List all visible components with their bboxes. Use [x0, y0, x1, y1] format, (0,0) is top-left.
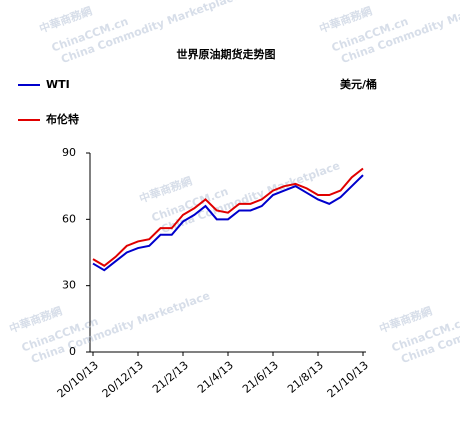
y-tick-label: 30: [62, 279, 76, 292]
series-line: [92, 174, 364, 272]
unit-label: 美元/桶: [340, 77, 377, 91]
legend-label: WTI: [46, 78, 70, 91]
y-tick-label: 90: [62, 146, 76, 159]
x-tick-label: 20/12/13: [100, 359, 146, 401]
chart-title: 世界原油期货走势图: [177, 47, 276, 61]
x-tick-label: 21/4/13: [195, 359, 236, 396]
series-line: [92, 167, 364, 267]
x-tick-label: 21/10/13: [325, 359, 371, 401]
x-tick-label: 21/6/13: [240, 359, 281, 396]
x-tick-label: 20/10/13: [55, 359, 101, 401]
x-tick-label: 21/2/13: [150, 359, 191, 396]
legend-label: 布伦特: [46, 112, 79, 126]
y-tick-label: 0: [69, 345, 76, 358]
watermark-slogan: China Commodity Marketplace: [29, 289, 211, 366]
x-tick-label: 21/8/13: [285, 359, 326, 396]
y-tick-label: 60: [62, 212, 76, 225]
